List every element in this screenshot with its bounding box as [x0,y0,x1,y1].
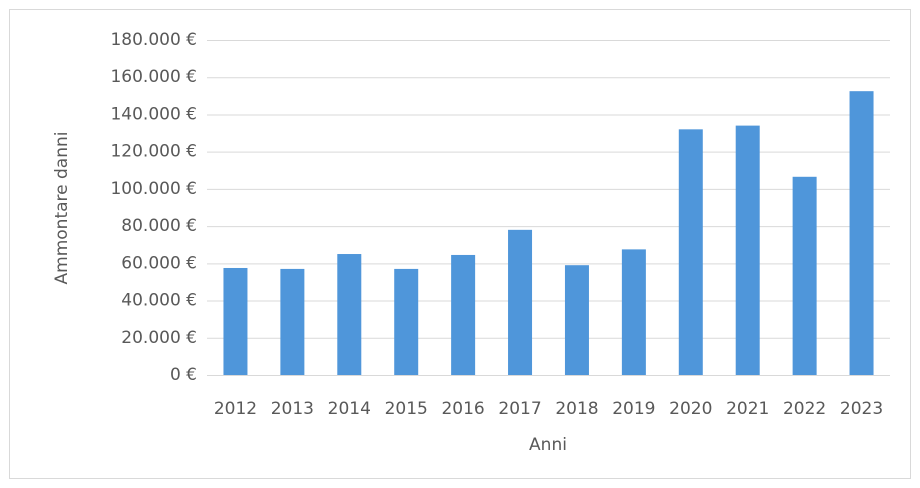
x-tick-label: 2018 [555,399,598,419]
bar [792,176,817,375]
x-tick-label: 2023 [840,399,883,419]
x-tick-label: 2022 [783,399,826,419]
y-tick-label: 180.000 € [110,30,197,50]
x-tick-label: 2012 [214,399,257,419]
y-tick-label: 120.000 € [110,142,197,162]
x-tick-label: 2014 [328,399,371,419]
bar [451,254,476,375]
x-axis-title: Anni [529,435,567,455]
x-tick-label: 2021 [726,399,769,419]
bar [678,129,703,375]
bar [564,265,589,375]
x-tick-label: 2019 [612,399,655,419]
bar [621,249,646,375]
y-tick-label: 80.000 € [121,216,197,236]
x-tick-label: 2015 [385,399,428,419]
bar [394,268,419,375]
x-tick-label: 2016 [441,399,484,419]
y-tick-label: 100.000 € [110,179,197,199]
bar [223,267,248,375]
y-axis-title: Ammontare danni [52,132,72,285]
x-tick-label: 2013 [271,399,314,419]
y-tick-label: 0 € [170,365,197,385]
bar [508,229,533,375]
y-tick-label: 160.000 € [110,67,197,87]
bar [849,91,874,376]
x-tick-label: 2017 [498,399,541,419]
bar [280,268,305,375]
bar [735,125,760,375]
y-tick-label: 40.000 € [121,291,197,311]
y-tick-label: 60.000 € [121,253,197,273]
bar [337,254,362,375]
y-tick-label: 20.000 € [121,328,197,348]
y-tick-label: 140.000 € [110,104,197,124]
chart-border [9,9,911,479]
x-tick-label: 2020 [669,399,712,419]
